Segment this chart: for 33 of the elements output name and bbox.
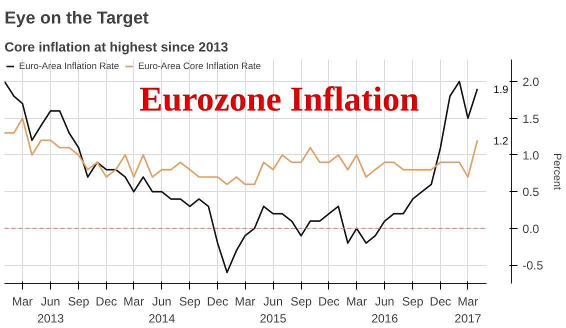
x-tick-label: Dec — [318, 294, 340, 308]
y-tick-label: 1.0 — [522, 148, 540, 162]
chart-title: Eye on the Target — [4, 8, 149, 28]
x-tick-label: Jun 2014 — [148, 294, 176, 326]
line-series — [4, 117, 478, 186]
y-tick-label: 2.0 — [522, 75, 540, 90]
x-tick-label: Mar — [234, 294, 256, 308]
x-tick-label: Sep — [290, 294, 312, 308]
x-tick-label: Dec — [430, 294, 452, 308]
y-tick-label: 0.5 — [522, 185, 540, 200]
x-tick-label: Sep — [402, 294, 424, 308]
x-tick-label: Dec — [206, 294, 228, 308]
legend-label: Euro-Area Inflation Rate — [19, 61, 120, 71]
x-tick-label: Mar — [12, 294, 33, 308]
data-label: 1.2 — [494, 135, 508, 148]
y-axis-title: Percent — [551, 153, 564, 190]
line-series — [4, 80, 478, 274]
x-tick-label: Jun 2013 — [37, 294, 64, 326]
x-tick-label: Sep — [179, 294, 201, 308]
y-tick-label: 0.0 — [522, 222, 540, 236]
x-tick-label: Sep — [68, 294, 90, 308]
y-tick-label: 1.5 — [522, 112, 540, 126]
legend-label: Euro-Area Core Inflation Rate — [138, 61, 261, 71]
x-tick-label: Jun 2015 — [260, 294, 287, 326]
x-tick-label: Jun 2016 — [371, 294, 398, 326]
x-tick-label: Mar — [123, 294, 144, 308]
x-tick-label: Mar — [346, 294, 367, 308]
annotation: Eurozone Inflation — [140, 80, 420, 118]
x-tick-label: Dec — [96, 294, 117, 308]
data-label: 1.9 — [494, 84, 508, 96]
x-tick-label: Mar 2017 — [454, 294, 482, 326]
chart-subtitle: Core inflation at highest since 2013 — [4, 40, 228, 54]
y-tick-label: -0.5 — [522, 258, 544, 273]
